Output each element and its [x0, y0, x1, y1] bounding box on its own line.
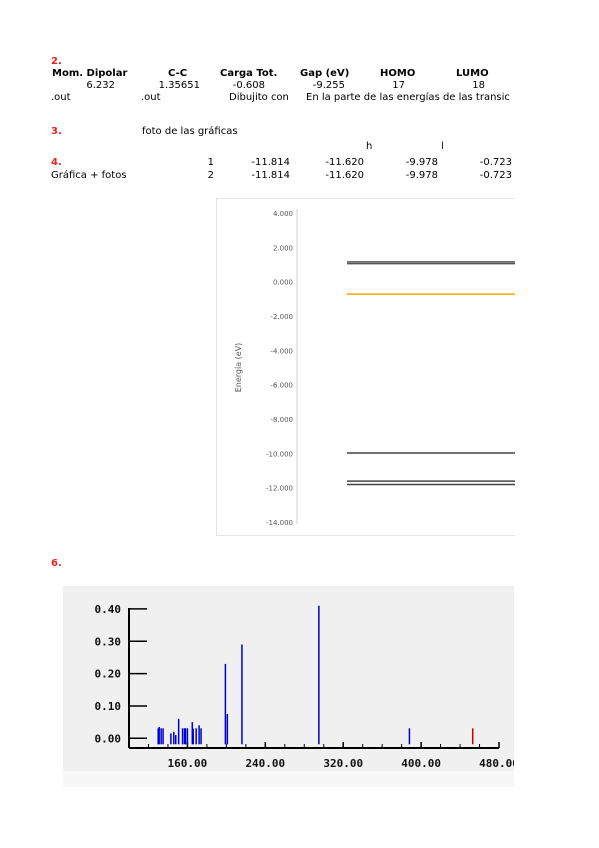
value-carga-tot: -0.608	[232, 80, 265, 91]
header-lumo: LUMO	[456, 68, 489, 79]
value-mom-dipolar: 6.232	[86, 80, 115, 91]
col-label-h: h	[366, 141, 373, 152]
y-tick-label: -14.000	[266, 519, 293, 527]
value-lumo: 18	[472, 80, 485, 91]
y-tick-label: -2.000	[270, 313, 293, 321]
row-1-v1: -11.814	[251, 157, 290, 168]
row-1-v4: -0.723	[479, 157, 512, 168]
y-tick-label: 0.20	[95, 668, 122, 681]
spectrum-chart-footer	[63, 771, 514, 787]
section-6-number: 6.	[51, 558, 62, 569]
note-out-1: .out	[51, 92, 71, 103]
col-label-l: l	[441, 141, 444, 152]
value-homo: 17	[392, 80, 405, 91]
section-4-number: 4.	[51, 157, 62, 168]
x-tick-label: 240.00	[245, 757, 285, 770]
y-tick-label: 0.30	[95, 635, 122, 648]
x-tick-label: 160.00	[168, 757, 208, 770]
value-c-c: 1.35651	[158, 80, 200, 91]
x-tick-label: 480.00	[479, 757, 514, 770]
spectrum-chart: 0.00 0.10 0.20 0.30 0.40 160.00 240.00 320.00 40…	[63, 586, 519, 771]
row-2-v1: -11.814	[251, 170, 290, 181]
spectrum-svg: 0.00 0.10 0.20 0.30 0.40 160.00 240.00 320.00 40…	[95, 603, 519, 770]
row-2-index: 2	[207, 170, 214, 181]
y-axis-label: Energía (eV)	[234, 343, 243, 393]
note-out-2: .out	[141, 92, 161, 103]
y-tick-label: 0.00	[95, 732, 122, 745]
value-gap: -9.255	[312, 80, 345, 91]
row-2-v3: -9.978	[405, 170, 438, 181]
y-tick-label: -8.000	[270, 416, 293, 424]
y-tick-label: 2.000	[273, 244, 293, 252]
row-2-v4: -0.723	[479, 170, 512, 181]
energy-levels-chart: 4.000 2.000 0.000 -2.000 -4.000 -6.000 -8.000 -…	[216, 198, 515, 536]
x-tick-label: 320.00	[323, 757, 363, 770]
y-tick-label: -12.000	[266, 485, 293, 493]
y-tick-label: -6.000	[270, 382, 293, 390]
note-energias: En la parte de las energías de las trans…	[306, 92, 510, 103]
header-carga-tot: Carga Tot.	[220, 68, 278, 79]
energy-levels-svg: 4.000 2.000 0.000 -2.000 -4.000 -6.000 -8.000 -…	[234, 209, 515, 527]
header-mom-dipolar: Mom. Dipolar	[52, 68, 128, 79]
x-tick-label: 400.00	[401, 757, 441, 770]
section-4-label: Gráfica + fotos	[51, 170, 127, 181]
y-tick-label: 0.40	[95, 603, 122, 616]
y-tick-label: 0.000	[273, 279, 293, 287]
y-tick-label: -10.000	[266, 450, 293, 458]
header-gap: Gap (eV)	[300, 68, 350, 79]
section-2-number: 2.	[51, 56, 62, 67]
header-c-c: C-C	[168, 68, 188, 79]
section-3-text: foto de las gráficas	[142, 126, 238, 137]
y-tick-label: -4.000	[270, 347, 293, 355]
row-1-index: 1	[207, 157, 214, 168]
header-homo: HOMO	[380, 68, 416, 79]
y-tick-label: 0.10	[95, 700, 122, 713]
section-3-number: 3.	[51, 126, 62, 137]
row-1-v3: -9.978	[405, 157, 438, 168]
note-dibujito: Dibujito con	[229, 92, 289, 103]
row-2-v2: -11.620	[325, 170, 364, 181]
y-tick-label: 4.000	[273, 210, 293, 218]
row-1-v2: -11.620	[325, 157, 364, 168]
